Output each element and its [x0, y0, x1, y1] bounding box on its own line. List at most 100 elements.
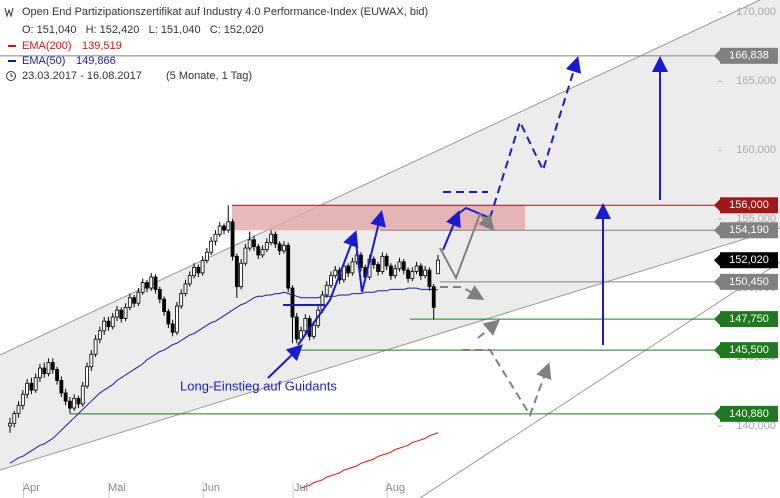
candle-body — [290, 287, 295, 318]
level-label: 166,838 — [729, 50, 769, 62]
candle-body — [8, 422, 12, 427]
candle-body — [85, 366, 89, 387]
y-tick-label: 165,000 — [736, 75, 776, 87]
candle-body — [68, 400, 72, 409]
candle-body — [115, 309, 119, 318]
date-range: 23.03.2017 - 16.08.2017 — [22, 70, 142, 82]
candle-body — [157, 289, 162, 300]
candle-body — [418, 265, 423, 277]
candle-body — [359, 254, 363, 268]
candle-body — [222, 225, 226, 231]
blue-path — [354, 210, 386, 293]
candle-body — [286, 244, 291, 289]
candle-body — [50, 362, 55, 370]
candles — [8, 205, 440, 433]
candle-body — [166, 311, 171, 325]
candle-body — [209, 240, 214, 253]
y-tick-label: 155,000 — [736, 213, 776, 225]
candle-body — [380, 255, 385, 272]
candle-body — [260, 249, 265, 256]
chart-title: Open End Partizipationszertifikat auf In… — [22, 6, 428, 18]
candle-body — [93, 338, 98, 355]
x-axis: Apr Mai Jun Jul Aug — [23, 482, 405, 498]
candle-body — [410, 271, 415, 279]
level-label-bg — [720, 405, 778, 422]
candle-body — [179, 293, 184, 307]
channel-fill — [0, 0, 780, 470]
candle-body — [149, 276, 154, 289]
candle-body — [226, 221, 231, 231]
candle-body — [376, 264, 380, 272]
candle-body — [196, 266, 201, 274]
candle-body — [200, 260, 205, 274]
y-tick-label: 140,000 — [736, 420, 776, 432]
candle-body — [187, 275, 192, 285]
candle-body — [423, 269, 428, 277]
candle-body — [145, 282, 149, 289]
candle-body — [247, 239, 252, 249]
candle-body — [63, 392, 68, 402]
candle-body — [401, 261, 406, 271]
candle-body — [38, 367, 42, 379]
candle-body — [294, 316, 299, 340]
candle-body — [311, 324, 316, 337]
blue-path — [297, 230, 359, 346]
x-tick-label: Aug — [385, 482, 405, 494]
candle-body — [16, 404, 21, 414]
level-label-pointer — [714, 313, 720, 326]
candle-body — [346, 265, 351, 274]
gray-dashed — [440, 285, 485, 301]
channel-bottom — [419, 261, 780, 498]
gray-dashed — [462, 349, 552, 418]
level-label: 156,000 — [729, 199, 769, 211]
y-tick-label: 170,000 — [736, 6, 776, 18]
level-label-bg — [720, 342, 778, 359]
blue-dashed — [489, 56, 582, 219]
candle-body — [324, 284, 329, 296]
candle-body — [170, 323, 175, 333]
candle-body — [252, 239, 256, 248]
level-label: 140,880 — [729, 408, 769, 420]
candle-body — [72, 398, 77, 409]
candle-body — [389, 265, 393, 277]
level-label-bg — [720, 252, 778, 269]
blue-path — [442, 210, 461, 251]
level-label-pointer — [714, 224, 720, 237]
candle-body — [217, 225, 222, 235]
level-label-bg — [720, 273, 778, 290]
level-label-pointer — [714, 254, 720, 267]
candle-body — [350, 261, 355, 274]
candle-body — [162, 298, 166, 312]
candle-body — [80, 385, 85, 405]
candle-body — [29, 382, 34, 391]
candle-body — [89, 353, 94, 368]
level-label: 154,190 — [729, 224, 769, 236]
candle-body — [243, 247, 248, 264]
candle-body — [436, 259, 440, 275]
level-label-pointer — [714, 344, 720, 357]
candle-body — [427, 269, 432, 288]
channel-lower — [0, 227, 780, 471]
candle-body — [192, 266, 196, 277]
clock-icon — [6, 71, 16, 81]
candle-body — [140, 282, 145, 293]
level-label: 152,020 — [729, 254, 769, 266]
entry-arrow — [267, 344, 303, 379]
candle-body — [127, 297, 132, 308]
candle-body — [333, 269, 338, 277]
ohlc-label: O: 151,040 H: 152,420 L: 151,040 C: 152,… — [22, 24, 264, 36]
legend-value: 149,866 — [76, 55, 116, 67]
level-label-pointer — [714, 407, 720, 420]
candle-body — [384, 255, 389, 267]
candle-body — [42, 367, 47, 374]
series — [9, 287, 439, 489]
level-label: 147,750 — [729, 313, 769, 325]
candle-body — [153, 276, 158, 290]
candle-body — [183, 283, 188, 294]
y-axis: 140,000145,000150,000155,000160,000165,0… — [714, 6, 778, 432]
candle-body — [175, 305, 179, 333]
candle-body — [123, 306, 128, 319]
candle-body — [239, 262, 244, 288]
level-label-bg — [720, 222, 778, 239]
level-label-bg — [720, 47, 778, 64]
